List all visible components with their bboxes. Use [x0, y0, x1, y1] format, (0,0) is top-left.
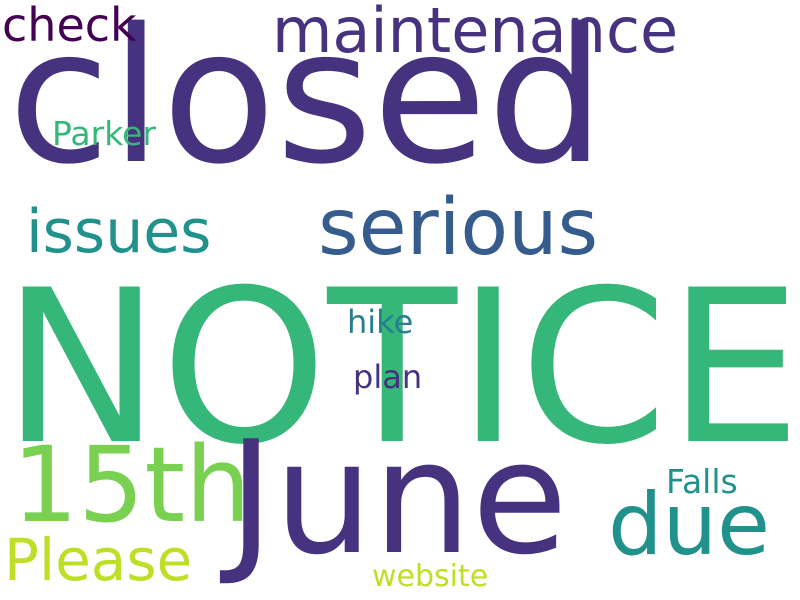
word-closed: closed [8, 0, 606, 205]
word-plan: plan [353, 358, 423, 396]
word-parker: Parker [52, 114, 157, 153]
word-check: check [2, 0, 137, 52]
word-falls: Falls [666, 462, 738, 501]
word-please: Please [4, 526, 193, 594]
word-hike: hike [347, 303, 414, 341]
word-notice: NOTICE [2, 244, 800, 491]
word-website: website [372, 559, 489, 594]
word-due: due [608, 475, 771, 575]
word-serious: serious [318, 183, 599, 273]
word-maintenance: maintenance [272, 0, 679, 67]
word-issues: issues [26, 197, 212, 267]
word-15th: 15th [12, 424, 252, 546]
word-june: June [228, 407, 568, 589]
